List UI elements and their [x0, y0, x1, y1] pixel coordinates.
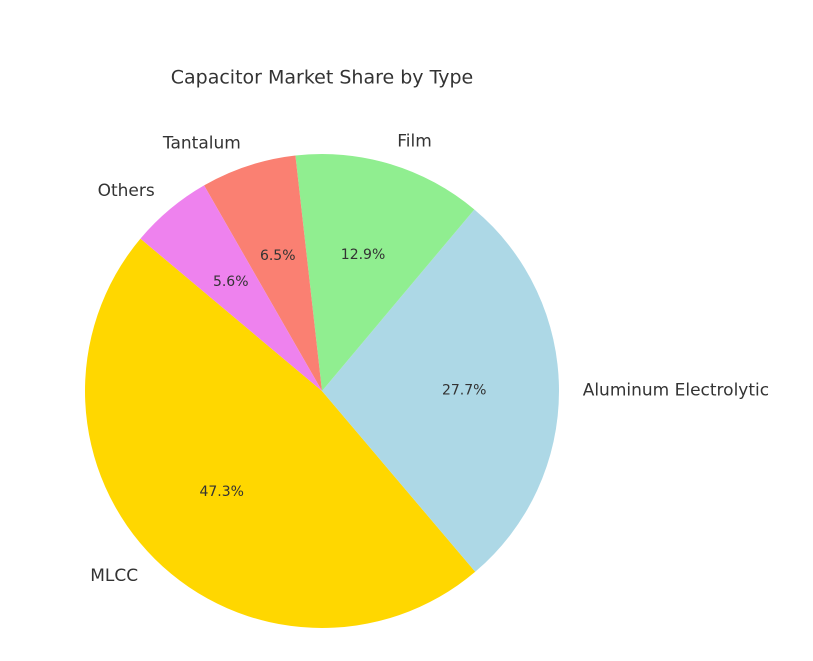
pie-slice [322, 209, 560, 572]
value-label: 12.9% [341, 247, 385, 263]
category-label: MLCC [90, 566, 138, 586]
pie-slice [204, 155, 322, 391]
category-label: Aluminum Electrolytic [583, 380, 769, 400]
pie-slice [140, 185, 322, 391]
category-label: Film [397, 131, 432, 151]
pie-slice [295, 154, 475, 391]
value-label: 47.3% [199, 484, 243, 500]
value-label: 27.7% [442, 383, 486, 399]
chart-title: Capacitor Market Share by Type [171, 67, 473, 89]
category-label: Tantalum [162, 133, 241, 153]
category-label: Others [98, 181, 155, 201]
value-label: 6.5% [260, 248, 296, 264]
value-label: 5.6% [213, 274, 249, 290]
pie-slice [85, 238, 476, 628]
